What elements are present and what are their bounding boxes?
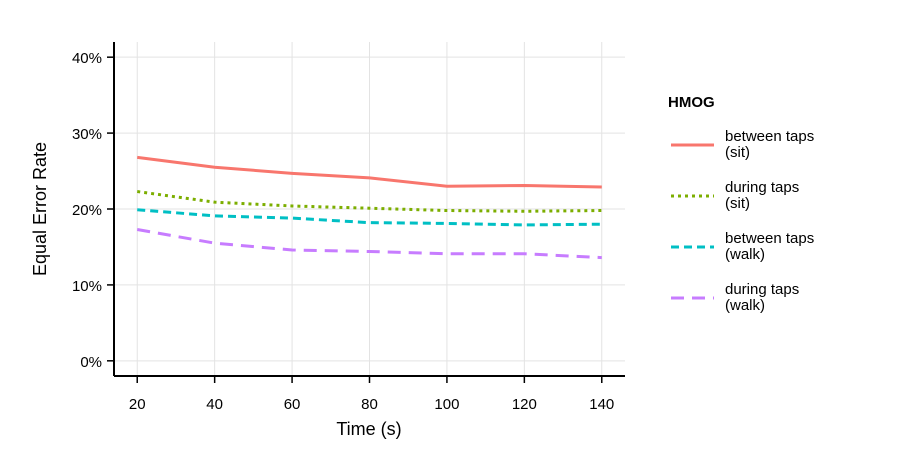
legend-label-during-taps-walk: during taps (725, 281, 799, 298)
x-tick-label: 80 (361, 396, 378, 413)
legend-label-during-taps-sit: during taps (725, 179, 799, 196)
y-axis-title: Equal Error Rate (30, 142, 50, 276)
legend-title: HMOG (668, 94, 715, 111)
x-axis-title: Time (s) (336, 419, 401, 439)
x-tick-label: 40 (206, 396, 223, 413)
x-tick-label: 120 (512, 396, 537, 413)
grid (114, 42, 625, 376)
y-tick-label: 0% (80, 354, 102, 371)
legend-label-between-taps-walk: between taps (725, 230, 814, 247)
x-tick-label: 20 (129, 396, 146, 413)
series-line-between-taps-sit (137, 155, 602, 189)
legend-label-during-taps-sit: (sit) (725, 195, 750, 212)
series-lines (136, 155, 602, 260)
x-ticks: 20 40 60 80 100 120 140 (129, 376, 614, 413)
legend-label-during-taps-walk: (walk) (725, 297, 765, 314)
x-tick-label: 100 (434, 396, 459, 413)
legend: HMOG between taps(sit)during taps(sit)be… (668, 94, 814, 314)
legend-label-between-taps-sit: (sit) (725, 144, 750, 161)
y-tick-label: 40% (72, 50, 102, 67)
y-tick-label: 20% (72, 202, 102, 219)
y-tick-label: 10% (72, 278, 102, 295)
legend-label-between-taps-walk: (walk) (725, 246, 765, 263)
legend-label-between-taps-sit: between taps (725, 128, 814, 145)
x-tick-label: 140 (589, 396, 614, 413)
series-line-during-taps-walk (136, 228, 602, 260)
series-line-during-taps-sit (137, 190, 602, 213)
y-tick-label: 30% (72, 126, 102, 143)
x-tick-label: 60 (284, 396, 301, 413)
y-ticks: 0% 10% 20% 30% 40% (72, 50, 114, 371)
